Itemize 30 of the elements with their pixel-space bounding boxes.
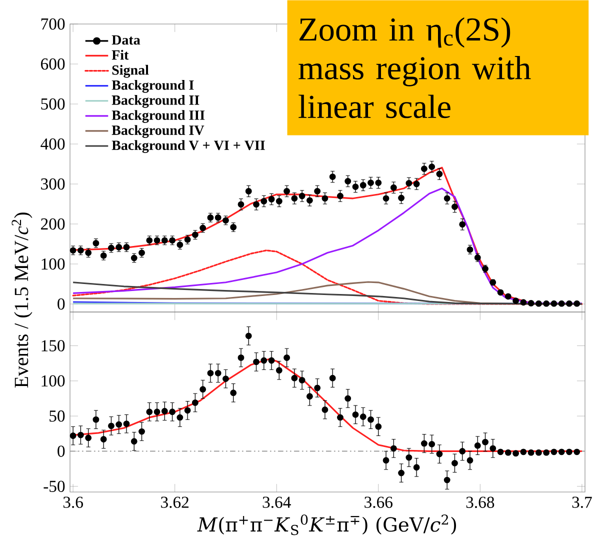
legend-label: Signal	[112, 64, 149, 78]
legend-label: Background II	[112, 95, 200, 108]
legend-label: Fit	[112, 50, 129, 60]
y-tick-label: 500	[41, 98, 65, 110]
x-tick-label: 3.64	[262, 496, 291, 508]
legend-label: Background IV	[112, 125, 204, 138]
y-tick-label: 400	[40, 138, 65, 150]
y-tick-label: -50	[44, 480, 65, 492]
text: M(π$^{+}$π$^{−}$K$_{S}$$^{0}$K$^{±}$π$^{∓}$) (GeV/c$^{2}$)	[197, 514, 456, 536]
x-tick-label: 3.66	[364, 496, 392, 508]
y-tick-label: 0	[58, 446, 65, 457]
legend-label: Data	[112, 35, 140, 45]
annotation: Zoom in η$_{c}$(2S) mass region with linear scale	[298, 17, 531, 118]
y-tick-label: 200	[41, 218, 65, 230]
x-tick-label: 3.7	[572, 496, 592, 508]
y-tick-label: 0	[58, 298, 65, 310]
y-tick-label: 100	[42, 375, 65, 387]
y-tick-label: 700	[41, 18, 65, 30]
y-tick-label: 50	[50, 410, 65, 422]
y-tick-label: 300	[41, 178, 65, 190]
legend-label: Background III	[112, 110, 205, 123]
legend-label: Background I	[112, 80, 194, 93]
y-tick-label: 600	[41, 58, 65, 70]
y-tick-label: 100	[42, 258, 65, 270]
x-tick-label: 3.62	[161, 496, 189, 508]
x-tick-label: 3.68	[466, 496, 494, 508]
y-axis-title: Events / (1.5 MeV/c$^{2}$)	[12, 212, 32, 388]
y-tick-label: 150	[42, 340, 65, 352]
x-tick-label: 3.6	[63, 496, 83, 508]
legend-label: Background V + VI + VII	[112, 140, 265, 153]
